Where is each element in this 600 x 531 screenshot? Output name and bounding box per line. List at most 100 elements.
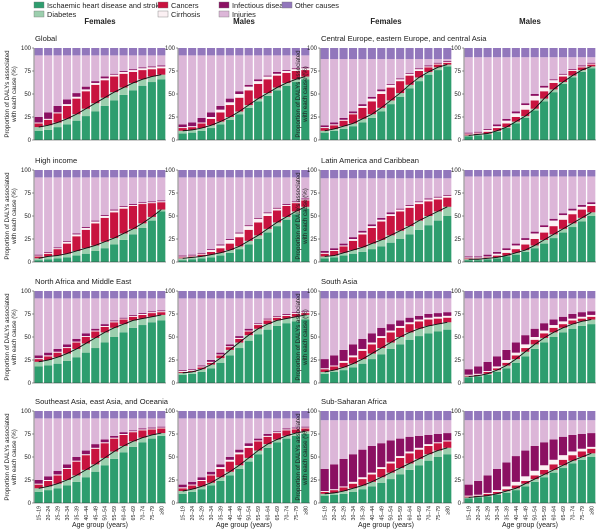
bar-segment-inf (44, 251, 53, 253)
x-tick-label: 60–64 (408, 506, 414, 521)
bar-segment-inj (521, 176, 530, 239)
y-tick-label: 75 (24, 432, 31, 438)
bar-segment-cir (405, 73, 414, 76)
bar-segment-cir (225, 239, 234, 244)
bar-segment-inf (320, 250, 329, 253)
bar-segment-oth (72, 48, 81, 56)
bar-segment-cir (386, 330, 395, 333)
bar-segment-dia (521, 250, 530, 252)
bar-segment-oth (377, 48, 386, 60)
y-tick-label: 100 (165, 46, 176, 52)
bar-segment-inf (483, 254, 492, 257)
bar-segment-can (367, 101, 376, 115)
bar-segment-cir (443, 195, 452, 198)
bar-segment-dia (386, 235, 395, 243)
bar-segment-dia (568, 223, 577, 228)
bar-segment-oth (301, 170, 310, 178)
bar-segment-dia (72, 475, 81, 482)
bar-segment-cir (301, 68, 310, 71)
x-tick-label: 70–74 (426, 506, 432, 521)
bar-segment-oth (405, 411, 414, 421)
y-tick-label: 25 (168, 115, 175, 121)
panel-title: Central Europe, eastern Europe, and cent… (321, 34, 487, 43)
bar-segment-inj (91, 298, 100, 329)
y-tick-label: 50 (168, 335, 175, 341)
bar-segment-dia (244, 335, 253, 341)
bar-segment-dia (53, 483, 62, 489)
bar-segment-can (492, 368, 502, 371)
bar-segment-inj (348, 420, 358, 455)
bar-segment-ihd (235, 348, 244, 383)
bar-segment-oth (483, 48, 492, 58)
bar-segment-can (521, 109, 530, 117)
bar-segment-ihd (577, 459, 586, 503)
bar-segment-inj (263, 418, 272, 434)
bar-segment-oth (272, 170, 282, 178)
bar-segment-inf (197, 477, 206, 480)
y-tick-label: 0 (172, 501, 176, 507)
bar-segment-ihd (301, 79, 310, 140)
bar-segment-ihd (301, 319, 310, 383)
bar-segment-dia (464, 497, 473, 499)
bar-segment-inj (464, 57, 473, 133)
bar-segment-oth (443, 48, 452, 60)
bar-segment-cir (433, 197, 442, 200)
bar-segment-inj (62, 55, 72, 100)
bar-segment-cir (464, 374, 473, 376)
bar-segment-can (558, 324, 568, 328)
bar-segment-cir (587, 446, 596, 449)
bar-segment-cir (464, 495, 473, 497)
bar-segment-inf (188, 481, 197, 485)
bar-segment-inf (254, 438, 263, 441)
y-tick-label: 75 (24, 312, 31, 318)
bar-segment-dia (291, 211, 300, 215)
bar-segment-dia (91, 337, 100, 349)
bar-segment-oth (339, 170, 348, 179)
bar-segment-can (119, 319, 128, 325)
bar-segment-inj (263, 177, 272, 213)
bar-segment-dia (110, 92, 119, 101)
bar-segment-dia (128, 320, 138, 328)
bar-segment-cir (492, 253, 502, 256)
bar-segment-dia (367, 114, 376, 118)
bar-segment-inf (587, 62, 596, 64)
bar-segment-can (282, 72, 291, 83)
bar-segment-inf (433, 313, 442, 317)
bar-segment-ihd (100, 105, 109, 140)
bar-segment-inj (254, 298, 263, 324)
bar-segment-inj (587, 57, 596, 63)
bar-segment-can (320, 491, 329, 494)
bar-segment-ihd (530, 110, 539, 140)
bar-segment-dia (587, 212, 596, 216)
bar-segment-inj (424, 59, 433, 66)
x-tick-label: 25–29 (200, 506, 206, 521)
x-tick-label: 65–69 (417, 506, 423, 521)
bar-segment-cir (433, 316, 442, 319)
y-axis-label-line1: Proportion of DALYs associated (4, 413, 11, 501)
bar-segment-inj (225, 298, 234, 345)
bar-segment-ihd (138, 85, 147, 140)
bar-segment-dia (272, 222, 282, 227)
bar-segment-inf (282, 204, 291, 205)
y-axis-label-line2: with each cause (%) (302, 66, 309, 123)
bar-segment-oth (100, 411, 109, 419)
bar-segment-dia (358, 247, 367, 252)
bar-segment-cir (100, 216, 109, 218)
bar-segment-cir (197, 253, 206, 255)
y-tick-label: 100 (165, 289, 176, 295)
bar-segment-ihd (53, 258, 62, 262)
bar-segment-inj (530, 176, 539, 232)
bar-segment-inj (119, 177, 128, 206)
bar-segment-oth (367, 170, 376, 179)
bar-segment-inf (405, 204, 414, 206)
bar-segment-cir (511, 352, 520, 356)
bar-segment-oth (530, 411, 539, 421)
column-header-1: Females (84, 17, 116, 26)
bar-segment-oth (521, 170, 530, 177)
y-tick-label: 25 (24, 358, 31, 364)
bar-segment-oth (138, 411, 147, 419)
bar-segment-inf (540, 85, 549, 88)
bar-segment-ihd (81, 253, 90, 262)
bar-segment-dia (100, 97, 109, 106)
x-tick-label: 20–24 (46, 506, 52, 521)
